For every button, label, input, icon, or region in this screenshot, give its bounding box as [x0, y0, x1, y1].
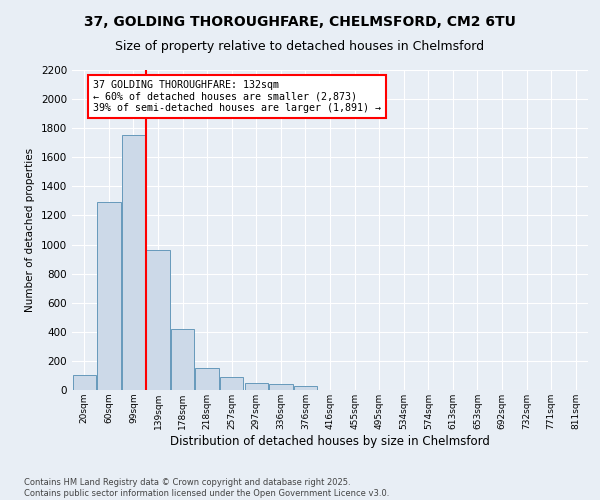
- Bar: [220, 377, 244, 390]
- Text: Contains HM Land Registry data © Crown copyright and database right 2025.
Contai: Contains HM Land Registry data © Crown c…: [24, 478, 389, 498]
- X-axis label: Distribution of detached houses by size in Chelmsford: Distribution of detached houses by size …: [170, 434, 490, 448]
- Text: Size of property relative to detached houses in Chelmsford: Size of property relative to detached ho…: [115, 40, 485, 53]
- Bar: [245, 382, 268, 390]
- Bar: [97, 202, 121, 390]
- Y-axis label: Number of detached properties: Number of detached properties: [25, 148, 35, 312]
- Text: 37 GOLDING THOROUGHFARE: 132sqm
← 60% of detached houses are smaller (2,873)
39%: 37 GOLDING THOROUGHFARE: 132sqm ← 60% of…: [92, 80, 380, 113]
- Bar: [122, 136, 145, 390]
- Bar: [269, 384, 293, 390]
- Bar: [171, 329, 194, 390]
- Bar: [73, 376, 96, 390]
- Bar: [294, 386, 317, 390]
- Text: 37, GOLDING THOROUGHFARE, CHELMSFORD, CM2 6TU: 37, GOLDING THOROUGHFARE, CHELMSFORD, CM…: [84, 15, 516, 29]
- Bar: [196, 368, 219, 390]
- Bar: [146, 250, 170, 390]
